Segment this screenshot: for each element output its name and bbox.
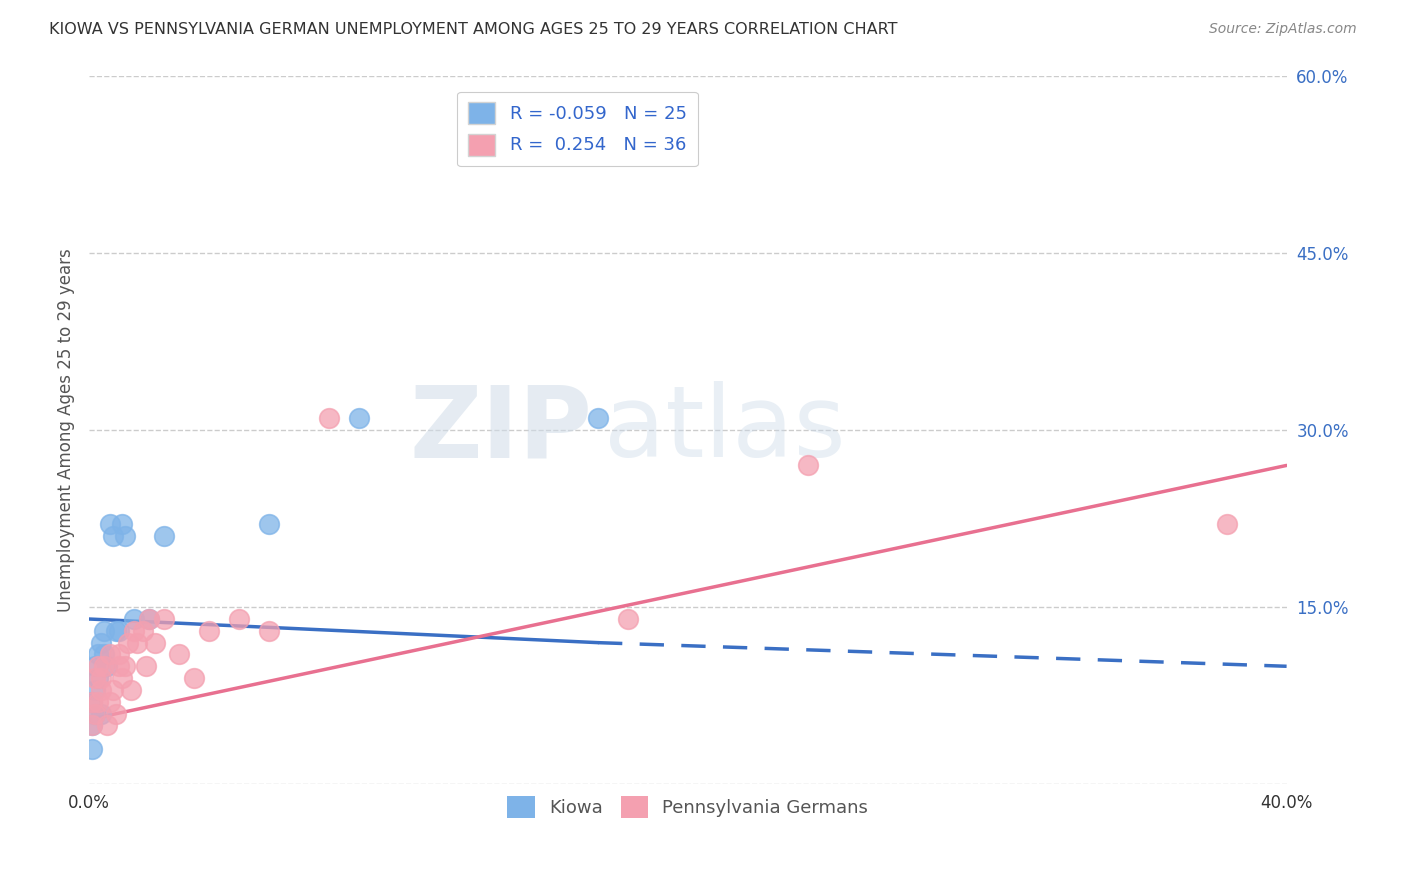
Point (101, 529, 124, 543)
Point (96, 659, 118, 673)
Point (135, 659, 157, 673)
Point (1215, 517, 1237, 532)
Point (114, 529, 136, 543)
Point (796, 458, 818, 473)
Point (80, 718, 103, 732)
Point (111, 517, 134, 532)
Point (143, 635, 166, 649)
Point (117, 635, 139, 649)
Point (84, 706, 107, 721)
Point (153, 529, 176, 543)
Point (198, 624, 221, 638)
Point (87, 659, 110, 673)
Point (84, 671, 107, 685)
Point (84, 706, 107, 721)
Point (90, 706, 112, 721)
Point (318, 411, 340, 425)
Point (84, 682, 107, 697)
Point (84, 659, 107, 673)
Point (87, 695, 110, 709)
Point (98, 695, 121, 709)
Point (617, 612, 640, 626)
Point (108, 659, 131, 673)
Point (87, 671, 110, 685)
Point (120, 682, 142, 697)
Point (90, 671, 112, 685)
Point (93, 648, 115, 662)
Y-axis label: Unemployment Among Ages 25 to 29 years: Unemployment Among Ages 25 to 29 years (58, 248, 75, 612)
Point (167, 648, 190, 662)
Point (90, 682, 112, 697)
Point (111, 671, 134, 685)
Point (105, 706, 128, 721)
Point (101, 682, 124, 697)
Point (80, 695, 103, 709)
Point (98, 517, 121, 532)
Text: atlas: atlas (605, 382, 845, 478)
Text: Source: ZipAtlas.com: Source: ZipAtlas.com (1209, 22, 1357, 37)
Point (80, 718, 103, 732)
Point (183, 671, 205, 685)
Point (228, 612, 250, 626)
Point (87, 648, 110, 662)
Legend: Kiowa, Pennsylvania Germans: Kiowa, Pennsylvania Germans (501, 789, 876, 825)
Point (108, 648, 131, 662)
Point (138, 612, 160, 626)
Point (122, 612, 145, 626)
Text: ZIP: ZIP (409, 382, 592, 478)
Point (108, 624, 131, 638)
Point (96, 718, 118, 732)
Point (114, 659, 136, 673)
Point (105, 624, 128, 638)
Point (257, 624, 280, 638)
Point (586, 411, 609, 425)
Point (153, 612, 176, 626)
Point (93, 659, 115, 673)
Point (347, 411, 370, 425)
Point (122, 624, 145, 638)
Text: KIOWA VS PENNSYLVANIA GERMAN UNEMPLOYMENT AMONG AGES 25 TO 29 YEARS CORRELATION : KIOWA VS PENNSYLVANIA GERMAN UNEMPLOYMEN… (49, 22, 897, 37)
Point (98, 648, 121, 662)
Point (125, 635, 148, 649)
Point (80, 695, 103, 709)
Point (93, 624, 115, 638)
Point (90, 635, 112, 649)
Point (138, 612, 160, 626)
Point (257, 517, 280, 532)
Point (132, 624, 155, 638)
Point (80, 742, 103, 756)
